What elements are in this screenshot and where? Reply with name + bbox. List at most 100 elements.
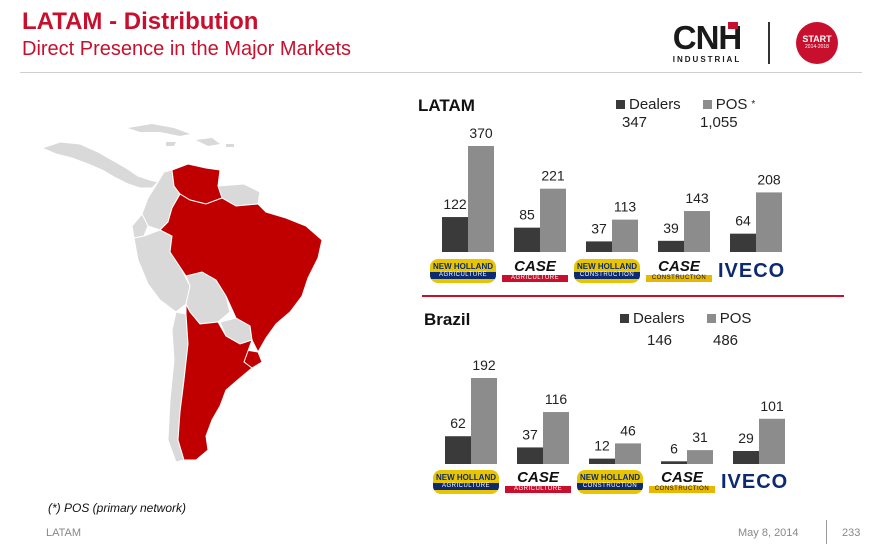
latam-label-dealers-5: 64 [735, 213, 751, 229]
cnh-industrial-logo: CNH INDUSTRIAL [668, 21, 746, 66]
map-brazil [159, 193, 323, 354]
start-badge-label: START [802, 34, 832, 44]
latam-total-dealers: 347 [622, 114, 648, 131]
brazil-bar-chart: 62 192 37 116 12 46 6 31 29 101 [445, 357, 785, 464]
brazil-bar-dealers-4 [661, 461, 687, 464]
map-argentina [177, 303, 253, 461]
brazil-brand-logo-1: NEW HOLLAND AGRICULTURE [433, 470, 499, 494]
latam-brand-sub-2: AGRICULTURE [502, 275, 568, 282]
brazil-label-pos-2: 116 [545, 391, 568, 407]
brazil-label-pos-5: 101 [760, 398, 784, 414]
map-hispaniola [196, 138, 220, 146]
map-puerto-rico [226, 144, 234, 147]
section-divider [422, 295, 844, 297]
brazil-brand-name-2: CASE [517, 470, 559, 486]
brazil-bar-pos-5 [759, 418, 785, 464]
brazil-bar-pos-2 [543, 412, 569, 464]
footer-section-label: LATAM [46, 527, 82, 539]
latam-bar-dealers-1 [442, 217, 468, 252]
legend-pos-marker: * [751, 99, 756, 110]
logo-separator [768, 22, 770, 64]
latam-chart-title: LATAM [418, 96, 475, 115]
brazil-bar-pos-1 [471, 378, 497, 464]
brazil-bar-dealers-3 [589, 458, 615, 464]
latam-label-dealers-3: 37 [591, 220, 607, 236]
brazil-chart-title: Brazil [424, 310, 471, 329]
latam-brand-name-3: NEW HOLLAND [577, 262, 637, 271]
cnh-logo-red-mark [728, 22, 738, 29]
brazil-label-dealers-4: 6 [670, 440, 678, 456]
latam-brand-logo-5: IVECO [718, 259, 784, 283]
latam-brand-logo-2: CASE AGRICULTURE [502, 259, 568, 283]
latam-label-dealers-1: 122 [443, 196, 467, 212]
latam-bar-pos-4 [684, 211, 710, 252]
brazil-brand-logo-3: NEW HOLLAND CONSTRUCTION [577, 470, 643, 494]
legend-pos-swatch [702, 100, 712, 109]
footer-page-number: 233 [842, 527, 861, 539]
latam-brand-logo-4: CASE CONSTRUCTION [646, 259, 712, 283]
latam-label-dealers-4: 39 [663, 220, 679, 236]
footer-date: May 8, 2014 [738, 527, 799, 539]
brazil-brand-name-5: IVECO [721, 471, 787, 493]
brazil-total-dealers: 146 [647, 332, 673, 349]
brazil-brand-sub-4: CONSTRUCTION [649, 486, 715, 493]
brazil-bar-dealers-2 [517, 447, 543, 464]
brazil-brand-logo-4: CASE CONSTRUCTION [649, 470, 715, 494]
map-central-america [40, 141, 159, 189]
brazil-brand-name-4: CASE [661, 470, 703, 486]
latam-legend: Dealers POS * [616, 96, 755, 113]
latam-bar-pos-1 [468, 146, 494, 252]
latam-brand-sub-3: CONSTRUCTION [574, 272, 640, 279]
page-subtitle: Direct Presence in the Major Markets [22, 38, 352, 60]
latam-bar-dealers-3 [586, 241, 612, 252]
footer-separator [826, 520, 827, 544]
brazil-label-dealers-3: 12 [594, 438, 610, 454]
latam-bar-pos-5 [756, 192, 782, 252]
map-jamaica [166, 142, 176, 146]
start-badge: START 2014-2018 [796, 22, 838, 64]
latam-brand-name-5: IVECO [718, 260, 784, 282]
legend-dealers-swatch [616, 100, 625, 109]
brazil-brand-logo-2: CASE AGRICULTURE [505, 470, 571, 494]
latam-bar-pos-2 [540, 188, 566, 252]
latam-total-pos: 1,055 [700, 114, 738, 131]
legend-dealers-swatch [620, 314, 629, 323]
latam-brand-logo-1: NEW HOLLAND AGRICULTURE [430, 259, 496, 283]
brazil-legend: Dealers POS [620, 310, 751, 327]
brazil-brand-sub-1: AGRICULTURE [433, 483, 499, 490]
latam-label-pos-4: 143 [685, 190, 709, 206]
map-cuba [128, 124, 190, 136]
latam-brand-name-4: CASE [658, 259, 700, 275]
latam-brand-sub-1: AGRICULTURE [430, 272, 496, 279]
latam-label-pos-5: 208 [757, 171, 781, 187]
latam-bar-chart: 122 370 85 221 37 113 39 143 64 208 [442, 125, 782, 252]
start-badge-years: 2014-2018 [805, 44, 829, 50]
legend-pos-swatch [706, 314, 716, 323]
legend-pos-label: POS [715, 96, 748, 113]
brazil-label-pos-3: 46 [620, 422, 636, 438]
page-title: LATAM - Distribution [22, 8, 259, 35]
latam-bar-dealers-5 [730, 233, 756, 252]
brazil-brand-sub-3: CONSTRUCTION [577, 483, 643, 490]
latam-label-pos-3: 113 [614, 199, 637, 215]
brazil-label-pos-1: 192 [472, 357, 496, 373]
latam-label-dealers-2: 85 [519, 207, 535, 223]
legend-dealers-label: Dealers [633, 310, 685, 327]
brazil-label-dealers-1: 62 [450, 415, 466, 431]
legend-dealers-label: Dealers [629, 96, 681, 113]
south-america-map [40, 124, 323, 463]
latam-brand-logo-3: NEW HOLLAND CONSTRUCTION [574, 259, 640, 283]
cnh-logo-subtext: INDUSTRIAL [672, 55, 742, 64]
pos-footnote: (*) POS (primary network) [48, 501, 187, 515]
latam-brand-name-1: NEW HOLLAND [433, 262, 493, 271]
brazil-bar-pos-4 [687, 450, 713, 464]
latam-label-pos-2: 221 [541, 168, 565, 184]
brazil-label-dealers-2: 37 [522, 426, 538, 442]
brazil-brand-logo-5: IVECO [721, 470, 787, 494]
brazil-bar-dealers-5 [733, 451, 759, 464]
latam-brand-name-2: CASE [514, 259, 556, 275]
latam-brand-sub-4: CONSTRUCTION [646, 275, 712, 282]
latam-bar-dealers-4 [658, 240, 684, 252]
latam-bar-pos-3 [612, 219, 638, 252]
brazil-bar-pos-3 [615, 443, 641, 464]
